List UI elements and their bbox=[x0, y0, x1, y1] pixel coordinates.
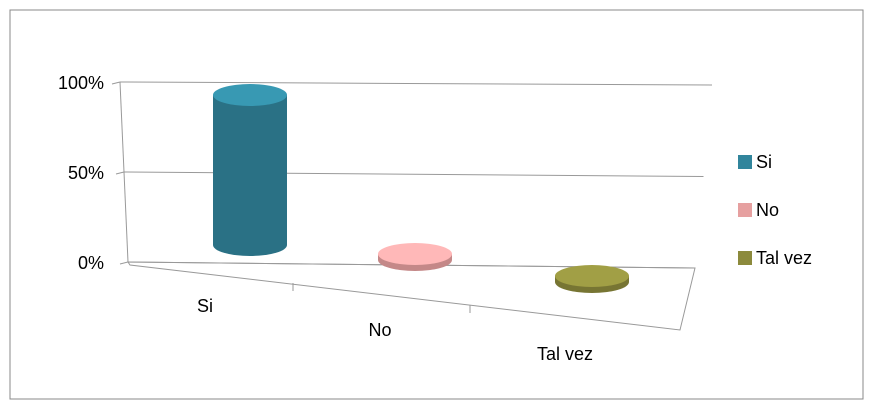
x-tick-label: No bbox=[368, 320, 391, 340]
x-tick-label: Si bbox=[197, 296, 213, 316]
y-tick-label: 100% bbox=[58, 73, 104, 93]
legend-swatch bbox=[738, 203, 752, 217]
y-tick-label: 0% bbox=[78, 253, 104, 273]
cylinder-top bbox=[378, 243, 452, 265]
chart-border bbox=[9, 9, 864, 400]
y-tick-label: 50% bbox=[68, 163, 104, 183]
cylinder-body bbox=[213, 95, 287, 256]
legend-swatch bbox=[738, 155, 752, 169]
cylinder bbox=[378, 243, 452, 271]
legend-label: No bbox=[756, 200, 779, 220]
y-tick bbox=[119, 261, 129, 265]
cylinder-top bbox=[213, 84, 287, 106]
legend-label: Si bbox=[756, 152, 772, 172]
legend-label: Tal vez bbox=[756, 248, 812, 268]
y-tick bbox=[115, 171, 125, 175]
cylinder bbox=[213, 84, 287, 256]
y-tick bbox=[111, 81, 121, 85]
cylinder-top bbox=[555, 265, 629, 287]
x-tick-label: Tal vez bbox=[537, 344, 593, 364]
cylinder bbox=[555, 265, 629, 293]
legend-swatch bbox=[738, 251, 752, 265]
grid-line bbox=[119, 81, 713, 86]
